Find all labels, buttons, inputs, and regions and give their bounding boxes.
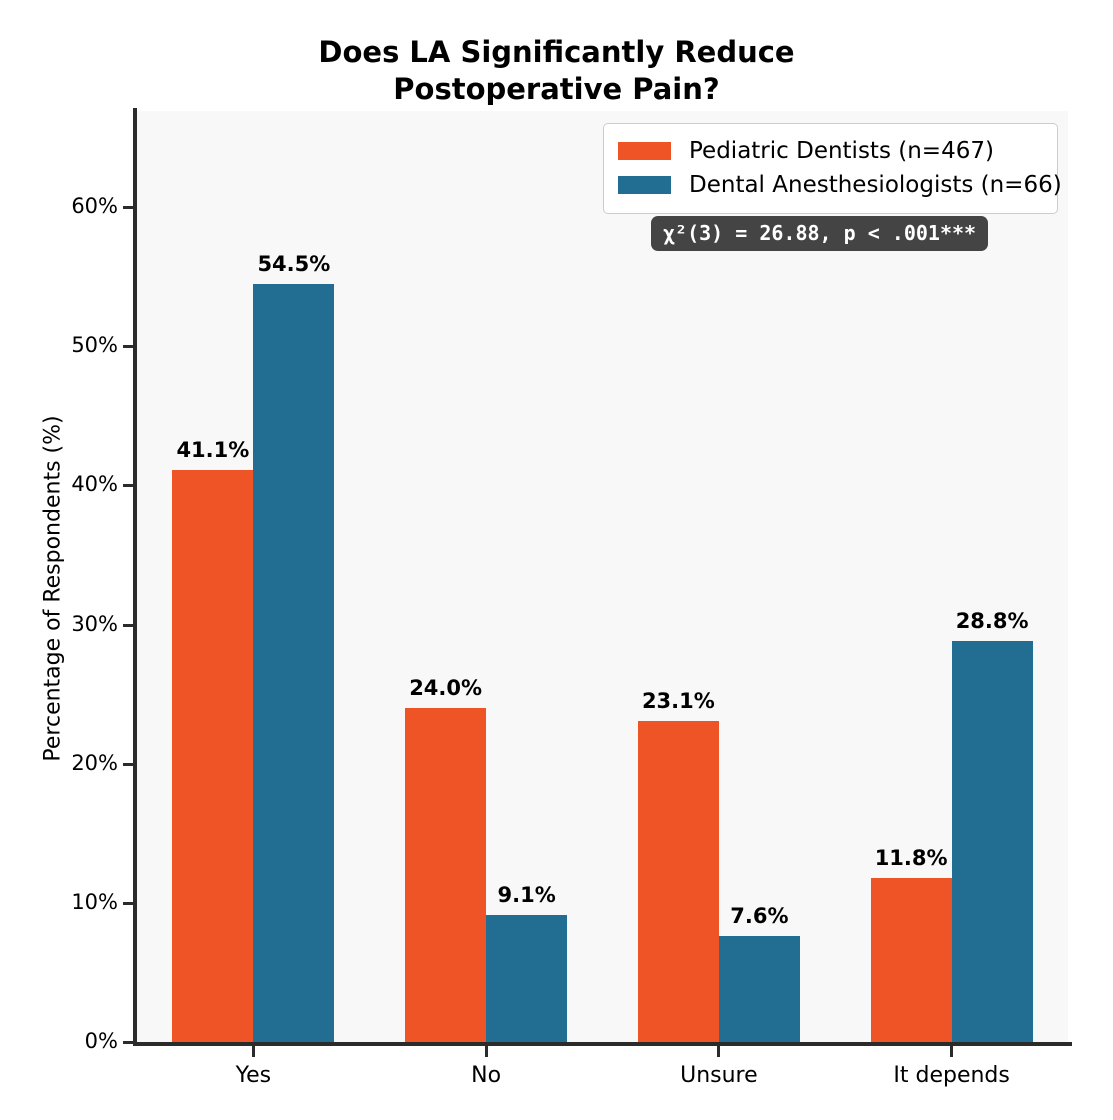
y-tick-mark: [123, 623, 133, 627]
y-tick-label: 10%: [71, 889, 118, 914]
legend-item[interactable]: Dental Anesthesiologists (n=66): [618, 168, 1062, 202]
bar-unsure-series-2[interactable]: [718, 936, 800, 1042]
bar-value-label: 23.1%: [641, 688, 715, 713]
bar-yes-series-2[interactable]: [253, 283, 335, 1042]
y-axis-spine: [133, 108, 137, 1045]
bar-value-label: 54.5%: [257, 251, 331, 276]
bar-value-label: 7.6%: [730, 904, 789, 929]
y-tick-mark: [123, 484, 133, 488]
x-tick-label-yes: Yes: [235, 1063, 272, 1088]
y-tick-mark: [123, 1041, 133, 1044]
bar-value-label: 24.0%: [409, 676, 483, 700]
x-tick-mark: [717, 1046, 721, 1057]
chart-title: Does LA Significantly Reduce Postoperati…: [318, 35, 795, 106]
bar-no-series-1[interactable]: [405, 708, 487, 1042]
bar-it-depends-series-2[interactable]: [951, 641, 1033, 1042]
bar-no-series-2[interactable]: [486, 915, 568, 1042]
x-tick-label-no: No: [471, 1063, 502, 1088]
y-tick-mark: [123, 345, 133, 349]
bar-value-label: 28.8%: [955, 609, 1029, 634]
y-tick-mark: [123, 206, 133, 210]
x-tick-label-it-depends: It depends: [893, 1063, 1010, 1088]
chart-legend: Pediatric Dentists (n=467) Dental Anesth…: [603, 123, 1062, 214]
y-tick-label: 0%: [84, 1029, 118, 1053]
y-tick-label: 40%: [71, 472, 118, 497]
bar-it-depends-series-1[interactable]: [870, 877, 952, 1042]
bar-value-label: 9.1%: [497, 883, 556, 908]
legend-swatch-pediatric-dentists: [618, 142, 671, 160]
legend-item[interactable]: Pediatric Dentists (n=467): [618, 134, 1043, 168]
x-axis-spine: [133, 1042, 1072, 1046]
y-tick-label: 50%: [71, 333, 118, 358]
y-axis-label: Percentage of Respondents (%): [40, 415, 66, 762]
bar-value-label: 41.1%: [176, 438, 250, 463]
y-tick-mark: [123, 762, 133, 766]
x-tick-mark: [251, 1046, 255, 1057]
bar-unsure-series-1[interactable]: [637, 720, 719, 1042]
legend-label-pediatric-dentists: Pediatric Dentists (n=467): [689, 138, 994, 164]
y-tick-label: 60%: [71, 194, 118, 219]
x-tick-label-unsure: Unsure: [680, 1063, 758, 1088]
y-tick-mark: [123, 901, 133, 905]
bar-yes-series-1[interactable]: [172, 470, 254, 1042]
y-tick-label: 20%: [71, 750, 118, 775]
bar-value-label: 11.8%: [874, 845, 948, 870]
x-tick-mark: [950, 1046, 954, 1057]
legend-swatch-dental-anesthesiologists: [618, 176, 671, 194]
x-tick-mark: [484, 1046, 488, 1057]
y-tick-label: 30%: [71, 611, 118, 636]
y-axis-ticks: 0% 10% 20% 30% 40% 50% 60%: [0, 0, 133, 1120]
legend-label-dental-anesthesiologists: Dental Anesthesiologists (n=66): [689, 172, 1062, 198]
chi-square-annotation: χ²(3) = 26.88, p < .001***: [651, 216, 989, 251]
